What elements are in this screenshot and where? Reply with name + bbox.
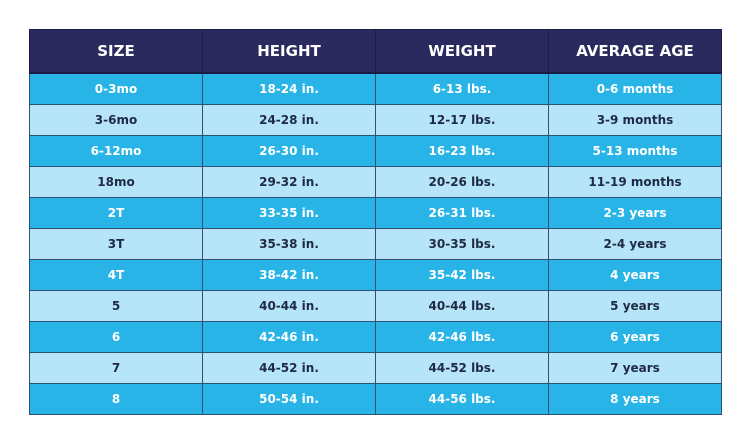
table-cell: 11-19 months xyxy=(548,166,722,198)
column-header: HEIGHT xyxy=(202,29,376,74)
table-cell: 38-42 in. xyxy=(202,259,376,291)
table-cell: 4T xyxy=(29,259,203,291)
table-cell: 33-35 in. xyxy=(202,197,376,229)
table-cell: 7 years xyxy=(548,352,722,384)
table-cell: 35-42 lbs. xyxy=(375,259,549,291)
table-row: 4T 38-42 in. 35-42 lbs. 4 years xyxy=(29,259,722,291)
table-cell: 24-28 in. xyxy=(202,104,376,136)
table-cell: 2-3 years xyxy=(548,197,722,229)
table-row: 8 50-54 in. 44-56 lbs. 8 years xyxy=(29,383,722,415)
table-cell: 5 years xyxy=(548,290,722,322)
table-cell: 5 xyxy=(29,290,203,322)
table-cell: 42-46 lbs. xyxy=(375,321,549,353)
table-cell: 2T xyxy=(29,197,203,229)
table-row: 7 44-52 in. 44-52 lbs. 7 years xyxy=(29,352,722,384)
table-cell: 8 xyxy=(29,383,203,415)
table-cell: 18-24 in. xyxy=(202,72,376,105)
table-row: 5 40-44 in. 40-44 lbs. 5 years xyxy=(29,290,722,322)
table-row: 6 42-46 in. 42-46 lbs. 6 years xyxy=(29,321,722,353)
table-row: 6-12mo 26-30 in. 16-23 lbs. 5-13 months xyxy=(29,135,722,167)
table-cell: 18mo xyxy=(29,166,203,198)
column-header: AVERAGE AGE xyxy=(548,29,722,74)
table-cell: 3-6mo xyxy=(29,104,203,136)
size-table: SIZE HEIGHT WEIGHT AVERAGE AGE 0-3mo 18-24 i… xyxy=(29,29,722,415)
table-cell: 26-31 lbs. xyxy=(375,197,549,229)
table-cell: 50-54 in. xyxy=(202,383,376,415)
table-cell: 6 xyxy=(29,321,203,353)
table-cell: 16-23 lbs. xyxy=(375,135,549,167)
table-cell: 4 years xyxy=(548,259,722,291)
table-cell: 42-46 in. xyxy=(202,321,376,353)
table-cell: 40-44 in. xyxy=(202,290,376,322)
table-row: 3T 35-38 in. 30-35 lbs. 2-4 years xyxy=(29,228,722,260)
table-row: 2T 33-35 in. 26-31 lbs. 2-3 years xyxy=(29,197,722,229)
table-cell: 44-52 in. xyxy=(202,352,376,384)
column-header: WEIGHT xyxy=(375,29,549,74)
table-cell: 40-44 lbs. xyxy=(375,290,549,322)
size-chart: SIZE HEIGHT WEIGHT AVERAGE AGE 0-3mo 18-24 i… xyxy=(29,29,722,415)
table-cell: 12-17 lbs. xyxy=(375,104,549,136)
table-cell: 3-9 months xyxy=(548,104,722,136)
table-row: 0-3mo 18-24 in. 6-13 lbs. 0-6 months xyxy=(29,72,722,105)
table-cell: 44-56 lbs. xyxy=(375,383,549,415)
table-cell: 35-38 in. xyxy=(202,228,376,260)
table-cell: 3T xyxy=(29,228,203,260)
table-row: 18mo 29-32 in. 20-26 lbs. 11-19 months xyxy=(29,166,722,198)
table-cell: 6-12mo xyxy=(29,135,203,167)
table-row: 3-6mo 24-28 in. 12-17 lbs. 3-9 months xyxy=(29,104,722,136)
table-cell: 29-32 in. xyxy=(202,166,376,198)
table-cell: 2-4 years xyxy=(548,228,722,260)
table-cell: 0-3mo xyxy=(29,72,203,105)
table-cell: 26-30 in. xyxy=(202,135,376,167)
table-cell: 6 years xyxy=(548,321,722,353)
table-cell: 0-6 months xyxy=(548,72,722,105)
table-cell: 5-13 months xyxy=(548,135,722,167)
table-cell: 44-52 lbs. xyxy=(375,352,549,384)
table-cell: 20-26 lbs. xyxy=(375,166,549,198)
table-cell: 8 years xyxy=(548,383,722,415)
table-cell: 30-35 lbs. xyxy=(375,228,549,260)
column-header: SIZE xyxy=(29,29,203,74)
header-row: SIZE HEIGHT WEIGHT AVERAGE AGE xyxy=(29,29,722,74)
table-cell: 6-13 lbs. xyxy=(375,72,549,105)
table-cell: 7 xyxy=(29,352,203,384)
